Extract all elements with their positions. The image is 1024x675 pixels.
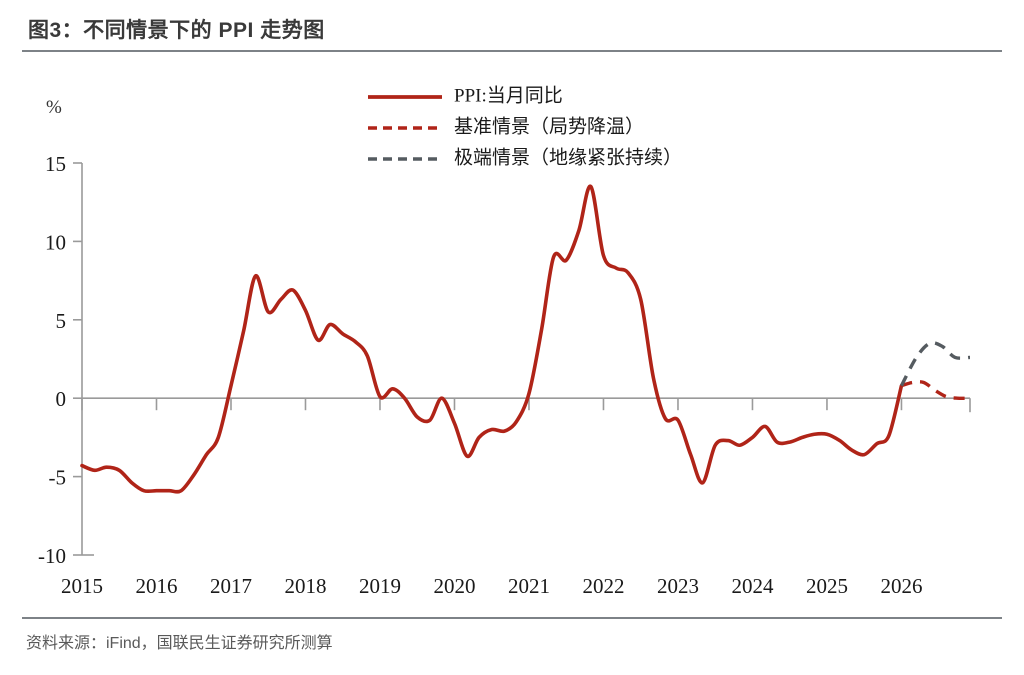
x-axis-tick-label: 2019 [359,574,401,598]
chart-series-line [80,184,904,494]
chart-plot-area: % 15 10 5 0 -5 -10 2015 2016 2017 2018 2019 2020 2021… [0,55,1024,615]
legend-item[interactable]: 基准情景（局势降温） [368,115,644,137]
x-axis-tick-label: 2020 [433,574,475,598]
source-divider [22,617,1002,619]
chart-series-line [900,380,971,401]
x-axis-tick-label: 2022 [582,574,624,598]
legend-item[interactable]: PPI:当月同比 [368,84,563,106]
source-note: 资料来源：iFind，国联民生证券研究所测算 [26,635,333,652]
x-axis-tick-label: 2024 [731,574,774,598]
y-axis-tick-label: 0 [56,387,67,411]
x-axis-tick-label: 2016 [135,574,177,598]
x-axis-tick-label: 2017 [210,574,252,598]
y-axis-unit-label: % [46,97,62,118]
title-divider [22,50,1002,52]
ppi-line-chart: % 15 10 5 0 -5 -10 2015 2016 2017 2018 2019 2020 2021… [38,84,971,598]
legend-label: 基准情景（局势降温） [454,115,644,137]
y-axis-tick-label: 10 [45,230,66,254]
x-axis-tick-label: 2023 [657,574,699,598]
legend-label: 极端情景（地缘紧张持续） [454,146,682,168]
y-axis-tick-label: 15 [45,152,66,176]
x-axis-tick-label: 2025 [806,574,848,598]
x-axis-tick-label: 2015 [61,574,103,598]
y-axis-tick-label: -5 [49,466,67,490]
legend-item[interactable]: 极端情景（地缘紧张持续） [368,146,682,168]
y-axis-tick-label: -10 [38,544,66,568]
x-axis-tick-label: 2021 [508,574,550,598]
y-axis-tick-label: 5 [56,309,67,333]
x-axis-tick-label: 2026 [880,574,922,598]
x-axis-tick-label: 2018 [284,574,326,598]
legend-label: PPI:当月同比 [454,84,563,106]
page-title: 图3：不同情景下的 PPI 走势图 [28,19,325,42]
chart-series-line [899,341,971,387]
